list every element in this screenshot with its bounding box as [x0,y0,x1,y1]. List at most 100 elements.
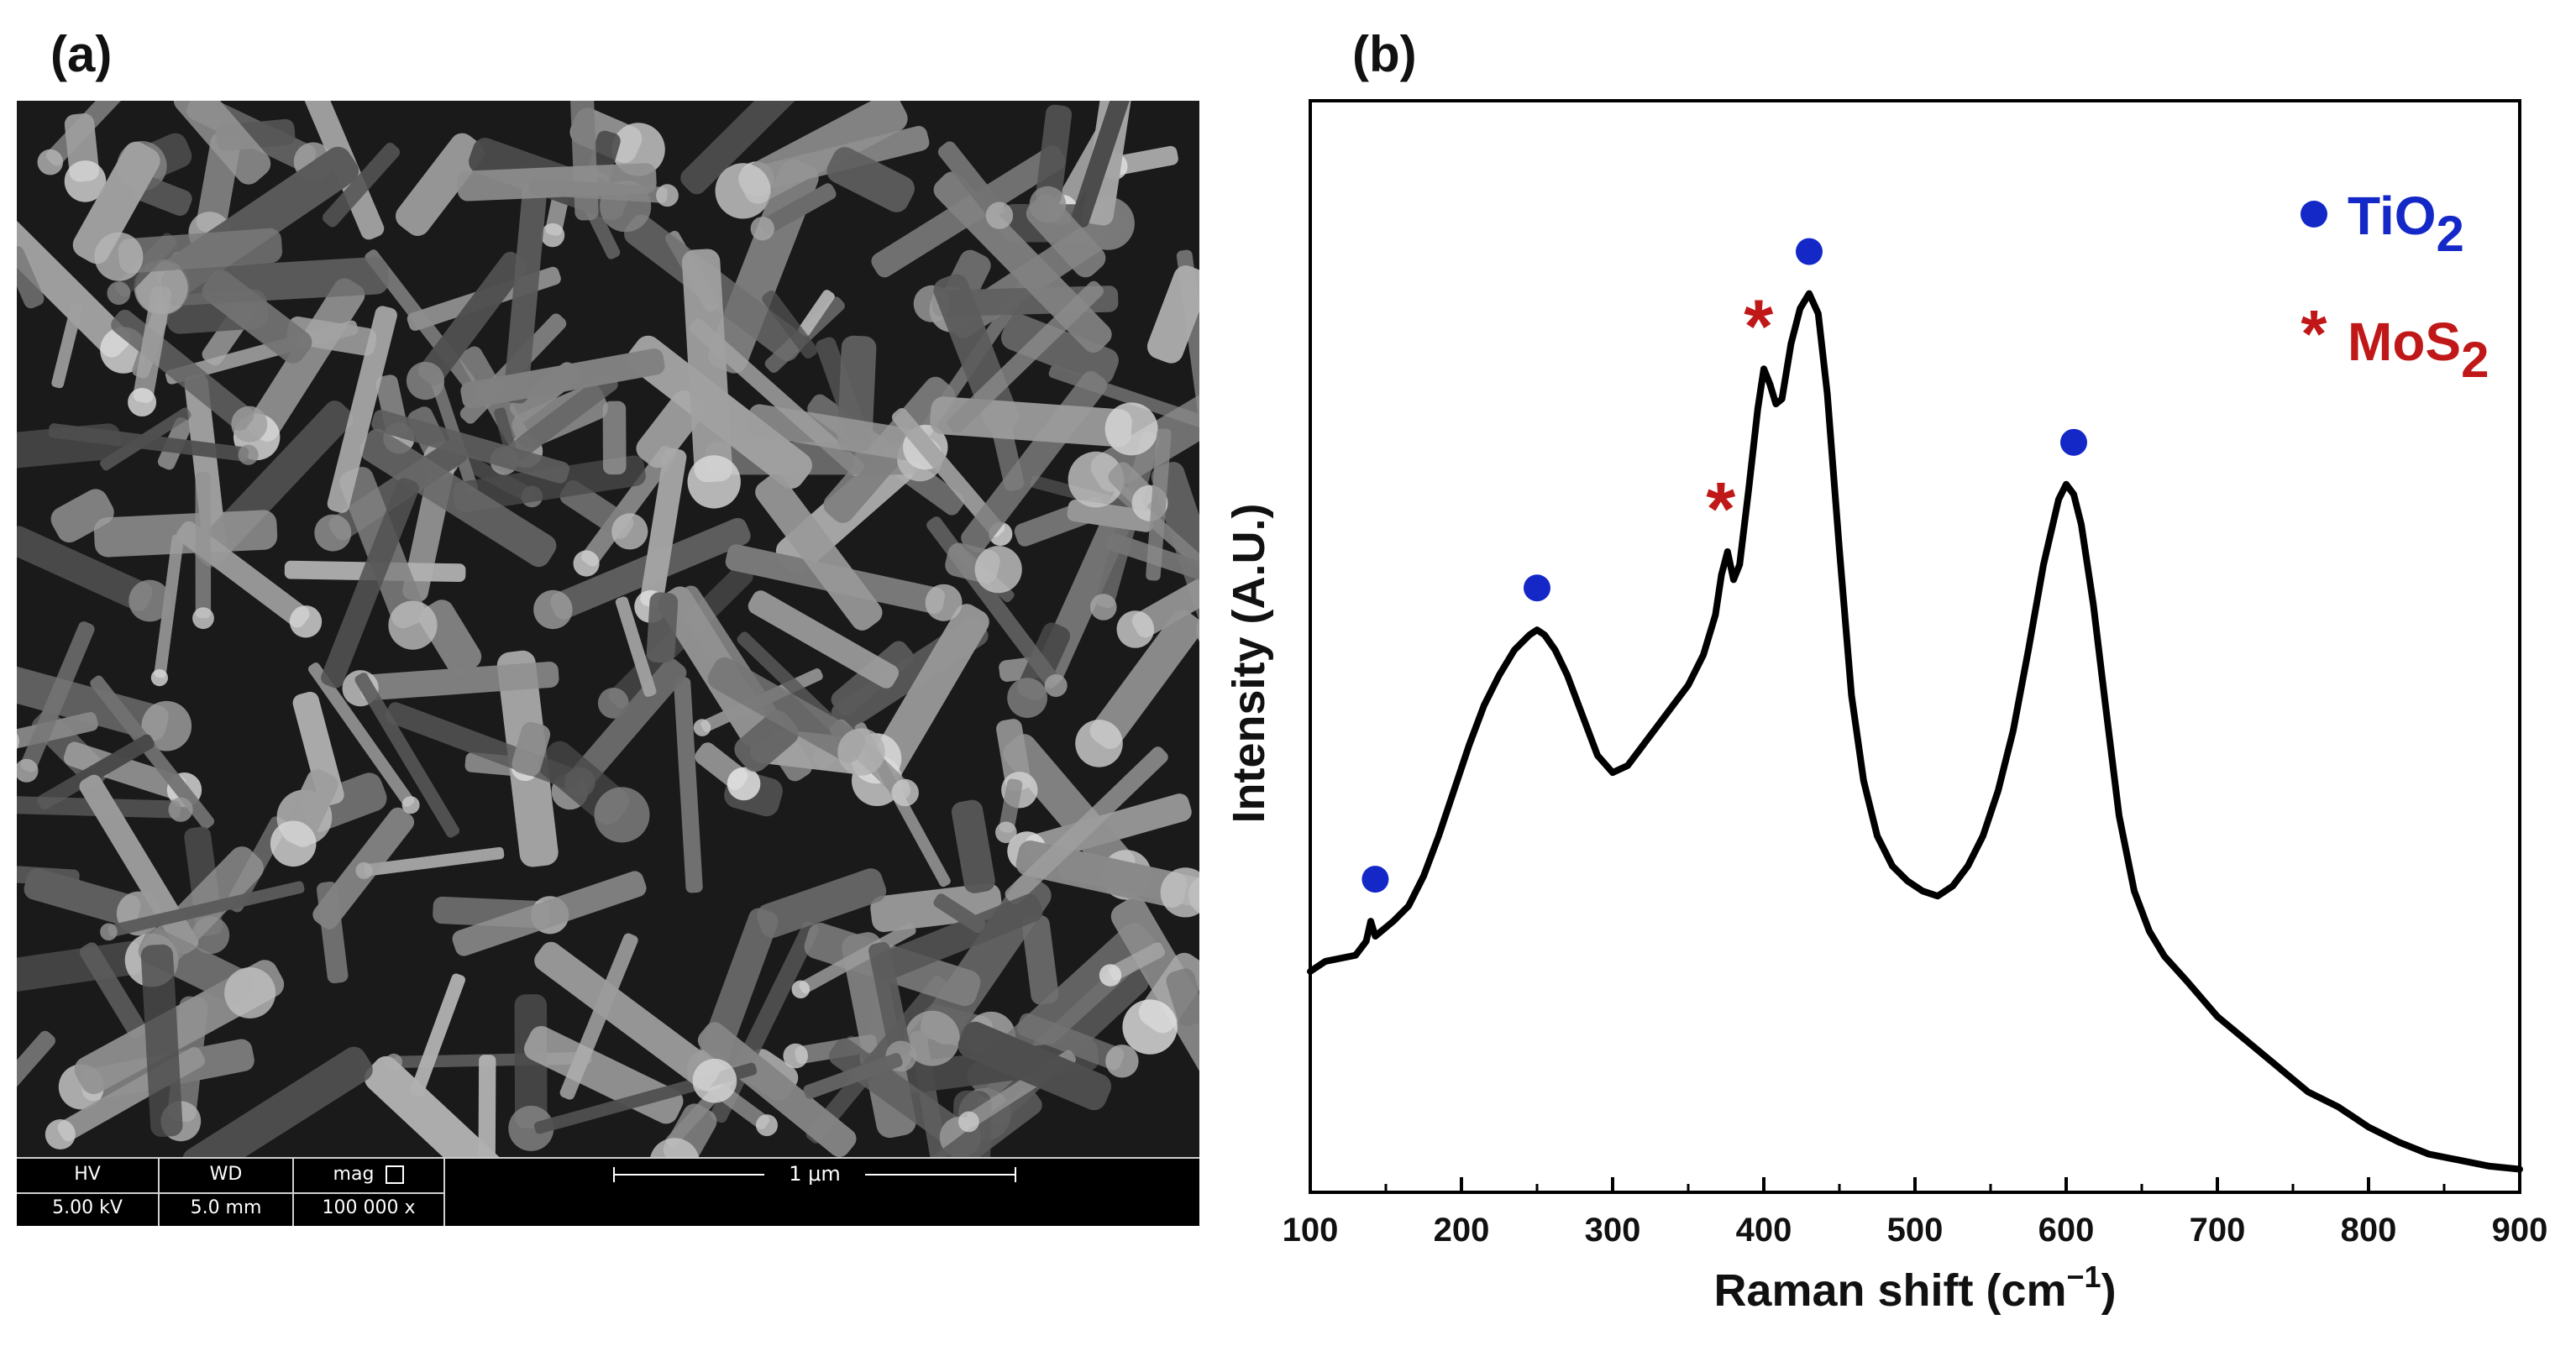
sem-rod [640,448,687,608]
legend-label: MoS2 [2348,312,2489,388]
sem-rod [512,721,551,777]
sem-rod-tip [533,589,573,630]
sem-rod [1016,1013,1125,1071]
sem-rod [581,445,677,567]
x-tick-label: 700 [2190,1212,2246,1249]
mos2-peak-marker: * [1744,285,1773,369]
sem-rod [17,861,80,887]
sem-rod [50,489,114,543]
sem-rod [90,675,215,830]
sem-rod-tip [192,607,214,630]
scale-bar: 1 μm [445,1159,1199,1226]
sem-rod-tip [540,223,565,248]
sem-rod [891,407,1005,537]
sem-rod-tip [791,980,811,999]
sem-rod [1021,915,1059,1005]
sem-rod-tip [1160,867,1199,918]
legend-star-icon: * [2301,296,2327,371]
sem-rod [108,881,305,937]
sem-rod [999,778,1023,833]
sem-rod [247,278,365,442]
raman-chart: 100 200 300 400 500 600 700 800 900 Raman shift (… [1224,99,2548,1316]
sem-rod [364,846,505,877]
mag-value: 100 000 x [322,1197,416,1218]
sem-rod-tip [129,579,171,622]
sem-rod-tip [974,546,1022,594]
sem-rod [79,942,147,1039]
sem-rod [757,868,887,939]
sem-rod [636,390,706,469]
sem-rod [755,474,883,631]
sem-rod-tip [837,728,885,776]
sem-rod [1000,313,1119,385]
sem-rod [195,472,212,619]
sem-rod [321,478,419,689]
legend-label: TiO2 [2348,186,2464,262]
sem-rod-tip [958,1111,979,1133]
sem-rod [674,677,703,893]
wd-value: 5.0 mm [190,1197,262,1218]
sem-rod-tip [1090,594,1117,621]
sem-rod [697,1022,857,1157]
mag-box-icon [386,1165,405,1184]
sem-rod [933,893,986,934]
sem-rod-tip [94,232,144,281]
x-tick-label: 500 [1887,1212,1944,1249]
sem-rod [1005,746,1168,905]
sem-rod [1146,428,1172,581]
sem-rod-tip [1007,678,1047,718]
sem-rod-tip [727,767,761,801]
sem-rod [478,1055,496,1157]
sem-rod-tip [597,688,629,719]
sem-rod [17,423,122,473]
sem-rod-tip [406,361,445,401]
sem-rod [79,774,199,955]
sem-rod [184,374,227,554]
sem-rod-tip [141,700,192,751]
sem-rod [410,973,465,1097]
sem-rod-tip [289,605,323,638]
x-tick-label: 300 [1585,1212,1641,1249]
sem-rod [1036,104,1073,206]
sem-rod-tip [573,550,600,577]
sem-rod-tip [508,1105,554,1151]
sem-rod [528,179,668,203]
mag-cell: mag 100 000 x [294,1159,445,1226]
sem-rod-tip [650,1138,700,1157]
sem-rod-tip [656,184,679,207]
sem-rod [1089,610,1199,750]
sem-rod [20,621,95,772]
sem-rod [371,410,570,484]
sem-rod-tip [238,444,259,465]
sem-rod-tip [17,758,39,783]
sem-rod-tip [168,797,193,822]
sem-rod [316,881,349,984]
scale-label: 1 μm [764,1162,865,1186]
sem-rod-tip [270,820,317,867]
sem-rod [947,280,1104,433]
sem-rod [1166,968,1199,1027]
sem-rod [1003,734,1136,882]
sem-rod-tip [1075,720,1123,767]
sem-rod [418,251,527,385]
sem-rod [1146,265,1199,364]
sem-info-bar: HV 5.00 kV WD 5.0 mm mag 100 000 x 1 μm [17,1157,1199,1226]
wd-label: WD [209,1164,243,1185]
sem-rod-tip [594,787,650,843]
sem-rod [93,510,278,558]
hv-value: 5.00 kV [52,1197,123,1218]
sem-rod-tip [905,1010,960,1066]
plot-frame [1309,99,2521,1194]
sem-rod [1131,570,1199,638]
sem-rod [17,794,181,819]
x-tick-label: 600 [2038,1212,2095,1249]
sem-rod-tip [715,163,771,219]
sem-rod [1113,145,1178,175]
sem-rod-tip [611,123,665,176]
sem-rod [327,306,397,513]
sem-rod-tip [314,514,352,552]
sem-rod [602,401,627,475]
sem-rod-tip [107,281,131,305]
x-tick-label: 900 [2492,1212,2548,1249]
sem-rod [826,147,915,212]
